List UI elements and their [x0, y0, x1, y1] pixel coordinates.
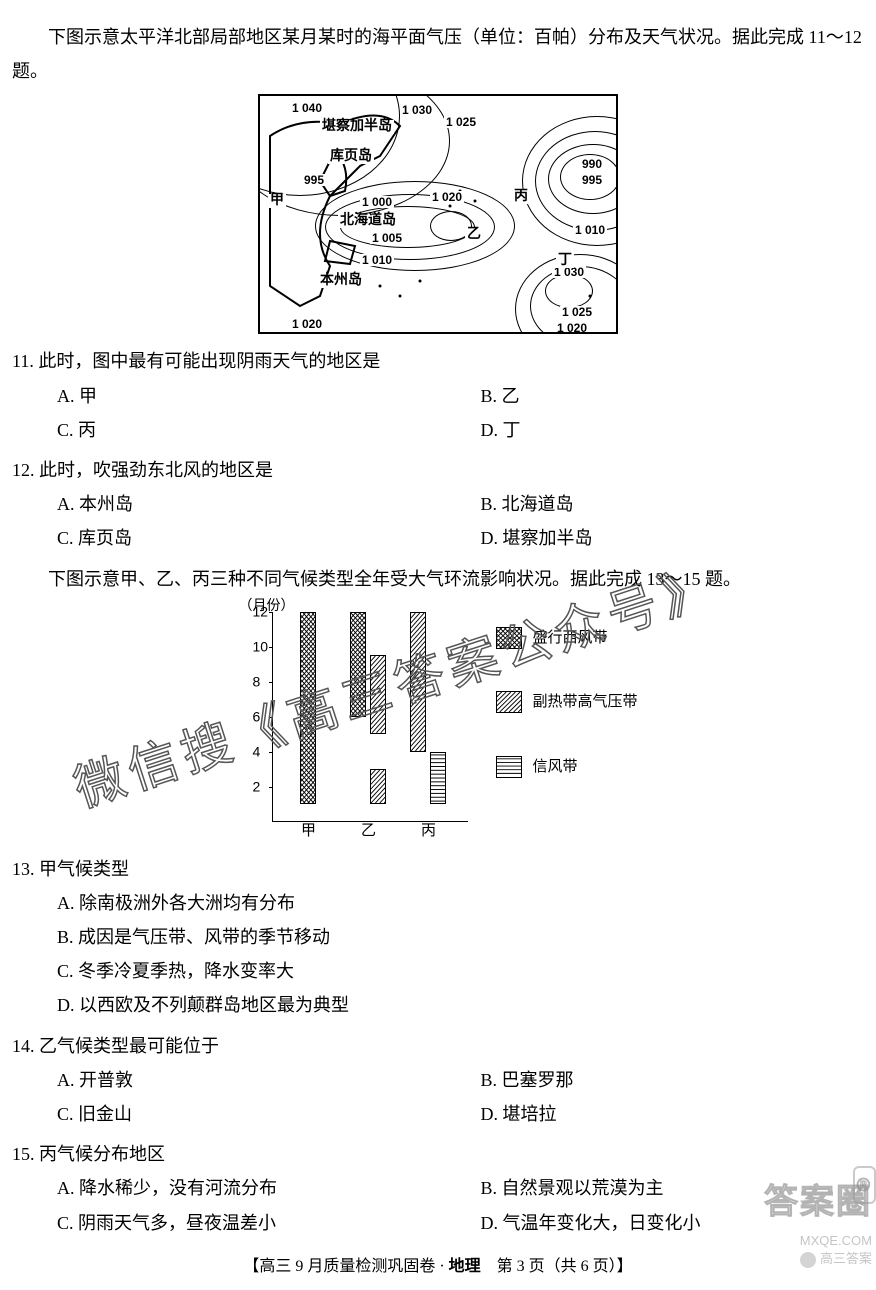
swatch-cross-icon — [496, 627, 522, 649]
q13-opt-d: D. 以西欧及不列颠群岛地区最为典型 — [57, 988, 864, 1022]
legend-label: 副热带高气压带 — [532, 688, 637, 717]
q12-opt-c: C. 库页岛 — [57, 521, 441, 555]
label-bing: 丙 — [512, 190, 530, 204]
isobar-lbl: 990 — [580, 158, 604, 170]
q13-opt-b: B. 成因是气压带、风带的季节移动 — [57, 920, 864, 954]
y-tick: 8 — [252, 668, 260, 695]
q11-opt-d: D. 丁 — [481, 413, 865, 447]
isobar-lbl: 1 040 — [290, 102, 324, 114]
figure-2: （月份） 24681012甲乙丙 盛行西风带 副热带高气压带 信风带 — [12, 602, 864, 842]
q15-opt-c: C. 阴雨天气多，昼夜温差小 — [57, 1206, 441, 1240]
q12-stem: 12. 此时，吹强劲东北风的地区是 — [12, 453, 864, 487]
y-tick: 10 — [252, 633, 268, 660]
y-tick: 4 — [252, 738, 260, 765]
q15-opt-d: D. 气温年变化大，日变化小 — [481, 1206, 865, 1240]
question-15: 15. 丙气候分布地区 A. 降水稀少，没有河流分布 B. 自然景观以荒漠为主 … — [12, 1137, 864, 1240]
question-14: 14. 乙气候类型最可能位于 A. 开普敦 B. 巴塞罗那 C. 旧金山 D. … — [12, 1029, 864, 1132]
q11-stem: 11. 此时，图中最有可能出现阴雨天气的地区是 — [12, 344, 864, 378]
y-axis — [272, 612, 273, 822]
y-tick: 6 — [252, 703, 260, 730]
isobar-lbl: 1 000 — [360, 196, 394, 208]
isobar-lbl: 995 — [302, 174, 326, 186]
q15-opt-a: A. 降水稀少，没有河流分布 — [57, 1171, 441, 1205]
label-yi: 乙 — [465, 228, 483, 242]
isobar-lbl: 1 030 — [400, 104, 434, 116]
isobar-lbl: 1 005 — [370, 232, 404, 244]
q15-opt-b: B. 自然景观以荒漠为主 — [481, 1171, 865, 1205]
swatch-horiz-icon — [496, 756, 522, 778]
q14-opt-c: C. 旧金山 — [57, 1097, 441, 1131]
label-kamchatka: 堪察加半岛 — [320, 120, 394, 134]
footer-subject: 地理 — [449, 1258, 481, 1275]
legend-trade-winds: 信风带 — [496, 753, 637, 782]
q12-opt-d: D. 堪察加半岛 — [481, 521, 865, 555]
chart-bar — [300, 612, 316, 805]
isobar-lbl: 995 — [580, 174, 604, 186]
q11-opt-c: C. 丙 — [57, 413, 441, 447]
label-kuril: 库页岛 — [328, 150, 374, 164]
q13-stem: 13. 甲气候类型 — [12, 852, 864, 886]
y-tick: 12 — [252, 598, 268, 625]
x-tick: 丙 — [421, 817, 436, 846]
q13-opt-c: C. 冬季冷夏季热，降水变率大 — [57, 954, 864, 988]
question-12: 12. 此时，吹强劲东北风的地区是 A. 本州岛 B. 北海道岛 C. 库页岛 … — [12, 453, 864, 556]
question-11: 11. 此时，图中最有可能出现阴雨天气的地区是 A. 甲 B. 乙 C. 丙 D… — [12, 344, 864, 447]
intro-1: 下图示意太平洋北部局部地区某月某时的海平面气压（单位：百帕）分布及天气状况。据此… — [12, 20, 864, 88]
x-tick: 甲 — [301, 817, 316, 846]
isobar-lbl: 1 020 — [430, 191, 464, 203]
q13-opt-a: A. 除南极洲外各大洲均有分布 — [57, 886, 864, 920]
legend-label: 盛行西风带 — [532, 624, 607, 653]
footer-right: 第 3 页（共 6 页）】 — [481, 1258, 633, 1275]
legend-subtropical-high: 副热带高气压带 — [496, 688, 637, 717]
swatch-diag-icon — [496, 691, 522, 713]
chart-bar — [370, 769, 386, 804]
isobar-lbl: 1 020 — [290, 318, 324, 330]
legend-label: 信风带 — [532, 753, 577, 782]
footer-left: 【高三 9 月质量检测巩固卷 · — [243, 1258, 448, 1275]
isobar-lbl: 1 020 — [555, 322, 589, 334]
isobar-map: 1 040 1 030 1 025 1 020 1 000 995 1 005 … — [258, 94, 618, 334]
question-13: 13. 甲气候类型 A. 除南极洲外各大洲均有分布 B. 成因是气压带、风带的季… — [12, 852, 864, 1023]
legend-westerlies: 盛行西风带 — [496, 624, 637, 653]
q14-stem: 14. 乙气候类型最可能位于 — [12, 1029, 864, 1063]
intro-2: 下图示意甲、乙、丙三种不同气候类型全年受大气环流影响状况。据此完成 13～15 … — [12, 562, 864, 596]
chart-bar — [350, 612, 366, 717]
chart-legend: 盛行西风带 副热带高气压带 信风带 — [496, 602, 637, 842]
chart-bar — [370, 655, 386, 734]
label-hokkaido: 北海道岛 — [338, 214, 398, 228]
isobar-lbl: 1 010 — [573, 224, 607, 236]
y-tick: 2 — [252, 773, 260, 800]
isobar-lbl: 1 010 — [360, 254, 394, 266]
q11-opt-b: B. 乙 — [481, 379, 865, 413]
chart-bar — [410, 612, 426, 752]
page-footer: 【高三 9 月质量检测巩固卷 · 地理 第 3 页（共 6 页）】 — [12, 1252, 864, 1282]
chart-bar — [430, 752, 446, 805]
q14-opt-a: A. 开普敦 — [57, 1063, 441, 1097]
q15-stem: 15. 丙气候分布地区 — [12, 1137, 864, 1171]
x-tick: 乙 — [361, 817, 376, 846]
label-honshu: 本州岛 — [318, 274, 364, 288]
q11-opt-a: A. 甲 — [57, 379, 441, 413]
q14-opt-d: D. 堪培拉 — [481, 1097, 865, 1131]
q14-opt-b: B. 巴塞罗那 — [481, 1063, 865, 1097]
label-ding: 丁 — [556, 254, 574, 268]
q12-opt-a: A. 本州岛 — [57, 487, 441, 521]
climate-chart: （月份） 24681012甲乙丙 — [238, 602, 468, 842]
isobar-lbl: 1 025 — [444, 116, 478, 128]
label-jia: 甲 — [268, 194, 286, 208]
q12-opt-b: B. 北海道岛 — [481, 487, 865, 521]
isobar-lbl: 1 025 — [560, 306, 594, 318]
figure-1: 1 040 1 030 1 025 1 020 1 000 995 1 005 … — [12, 94, 864, 334]
